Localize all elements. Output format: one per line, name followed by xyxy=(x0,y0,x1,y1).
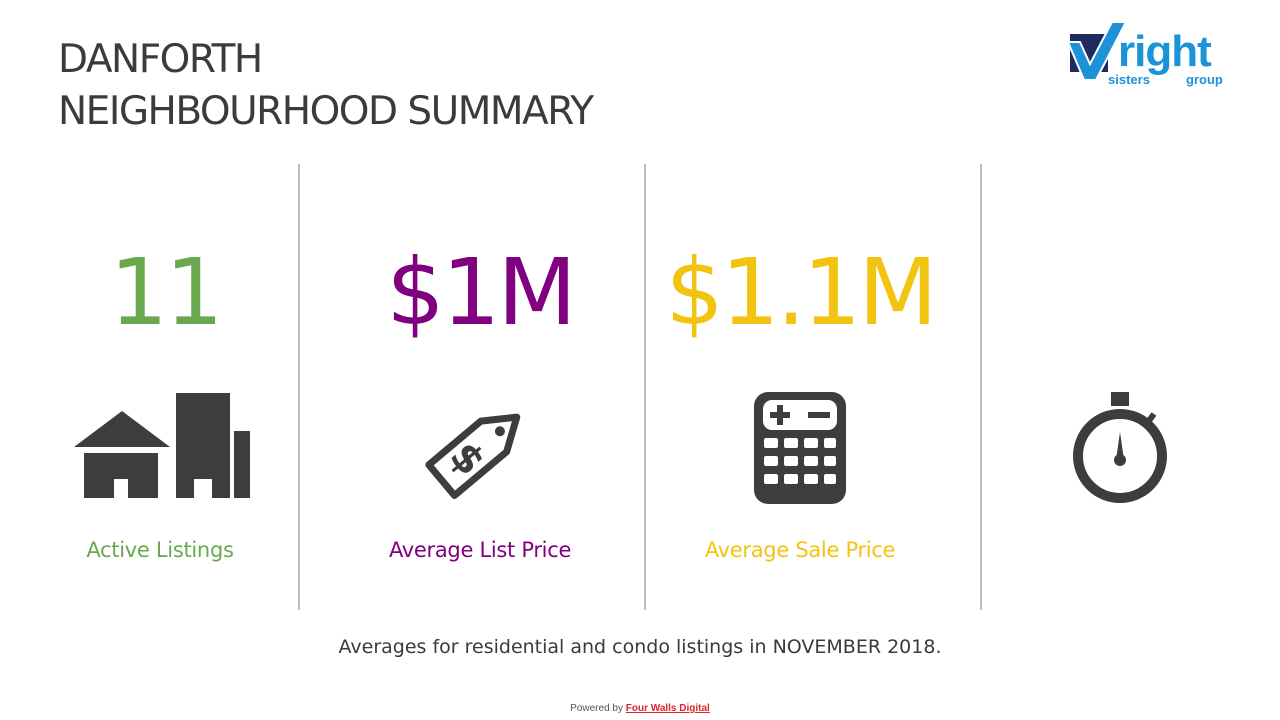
average-sale-price-label: Average Sale Price xyxy=(704,538,896,562)
house-buildings-icon xyxy=(74,393,250,498)
wright-sisters-group-logo: right sisters group xyxy=(1066,21,1223,87)
logo-sub-left: sisters xyxy=(1108,72,1150,87)
price-tag-icon: $ xyxy=(425,413,521,499)
title-line-1: DANFORTH xyxy=(58,37,263,82)
page-title: DANFORTH NEIGHBOURHOOD SUMMARY xyxy=(58,34,594,138)
logo-sub-right: group xyxy=(1186,72,1223,87)
powered-by: Powered by Four Walls Digital xyxy=(0,702,1280,716)
average-sale-price-value: $1.1M xyxy=(665,239,937,346)
average-list-price-label: Average List Price xyxy=(388,538,572,562)
footnote: Averages for residential and condo listi… xyxy=(338,636,942,658)
calculator-icon xyxy=(754,392,846,504)
average-list-price-value: $1M xyxy=(386,239,576,346)
column-divider xyxy=(980,164,982,610)
active-listings-label: Active Listings xyxy=(86,538,234,562)
title-line-2: NEIGHBOURHOOD SUMMARY xyxy=(58,89,594,134)
active-listings-value: 11 xyxy=(109,239,223,346)
stopwatch-icon xyxy=(1073,392,1167,503)
four-walls-digital-link[interactable]: Four Walls Digital xyxy=(625,703,710,714)
powered-by-prefix: Powered by xyxy=(570,703,623,714)
column-divider xyxy=(644,164,646,610)
column-divider xyxy=(298,164,300,610)
logo-word: right xyxy=(1118,27,1212,76)
